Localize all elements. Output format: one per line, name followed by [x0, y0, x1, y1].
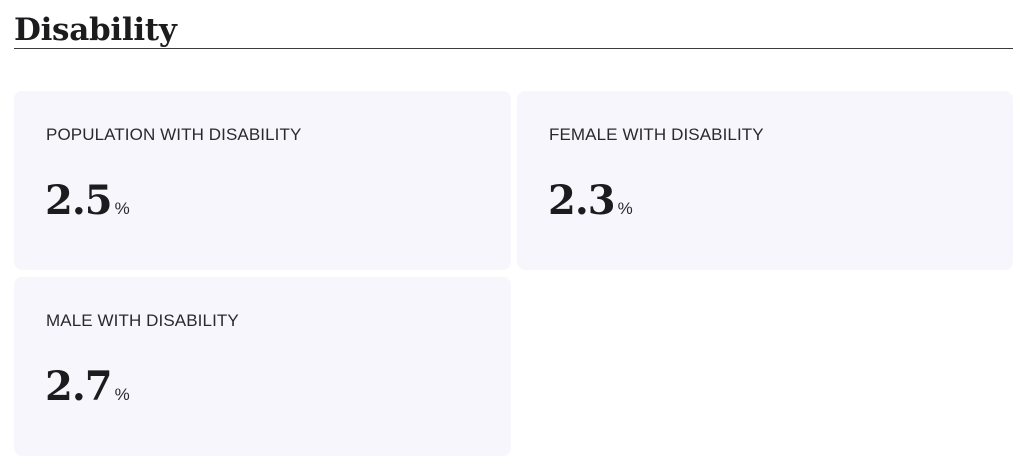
stat-label: POPULATION WITH DISABILITY: [46, 125, 302, 144]
stat-number: 2.3: [548, 177, 616, 224]
stat-number: 2.5: [45, 177, 113, 224]
stats-grid: POPULATION WITH DISABILITY 2.5% FEMALE W…: [14, 91, 1013, 456]
stat-value: 2.3%: [548, 177, 633, 225]
stat-number: 2.7: [45, 363, 113, 410]
stat-label: MALE WITH DISABILITY: [46, 311, 239, 330]
stat-unit: %: [617, 199, 633, 218]
stat-label: FEMALE WITH DISABILITY: [549, 125, 764, 144]
stat-card-male: MALE WITH DISABILITY 2.7%: [14, 277, 511, 456]
stat-card-population: POPULATION WITH DISABILITY 2.5%: [14, 91, 511, 270]
stat-unit: %: [114, 199, 130, 218]
title-divider: [14, 48, 1013, 49]
stat-value: 2.5%: [45, 177, 130, 225]
stat-value: 2.7%: [45, 363, 130, 411]
stat-unit: %: [114, 385, 130, 404]
section-title: Disability: [14, 12, 177, 48]
stat-card-female: FEMALE WITH DISABILITY 2.3%: [517, 91, 1013, 270]
